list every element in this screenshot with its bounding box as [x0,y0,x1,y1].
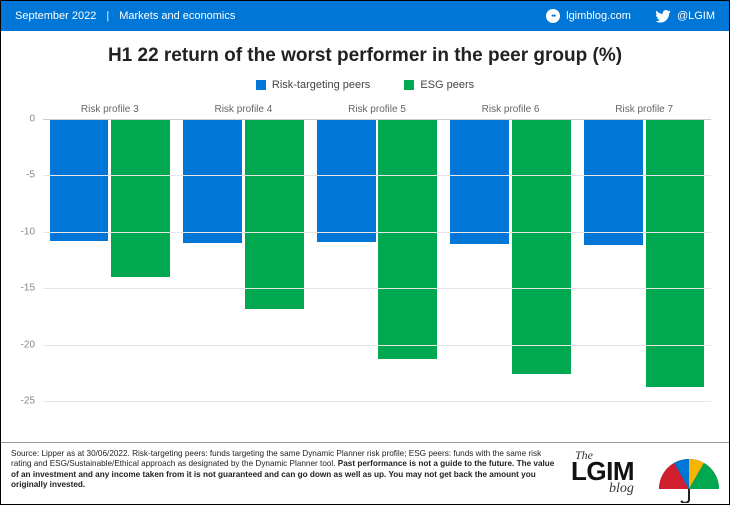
legend-item-1: ESG peers [404,79,474,91]
bar [245,119,304,309]
logo-blog: blog [609,481,634,497]
category-label: Risk profile 4 [177,101,311,119]
y-tick-label: -5 [26,170,43,181]
category-label: Risk profile 6 [444,101,578,119]
grid-line: -10 [43,232,711,233]
topbar-section: Markets and economics [119,10,235,22]
category-label: Risk profile 5 [310,101,444,119]
category-label: Risk profile 3 [43,101,177,119]
topbar-site-label: lgimblog.com [566,10,631,22]
y-tick-label: -20 [21,339,43,350]
bar [378,119,437,359]
bar [584,119,643,245]
y-tick-label: -10 [21,226,43,237]
umbrella-icon [657,449,721,503]
y-tick-label: -25 [21,396,43,407]
bar [450,119,509,244]
footer-text: Source: Lipper as at 30/06/2022. Risk-ta… [11,449,561,490]
bars-layer [43,119,711,401]
bar [512,119,571,374]
topbar-twitter-handle: @LGIM [677,10,715,22]
bar-group [444,119,578,401]
lgim-logo: The LGIM blog [569,449,719,501]
top-bar: September 2022 | Markets and economics l… [1,1,729,31]
grid-line: -5 [43,175,711,176]
chart-area: Risk profile 3Risk profile 4Risk profile… [43,101,711,401]
chart-title: H1 22 return of the worst performer in t… [1,31,729,73]
footer: Source: Lipper as at 30/06/2022. Risk-ta… [1,442,729,504]
grid-line: -20 [43,345,711,346]
bar [317,119,376,242]
globe-icon [546,9,560,23]
grid-line: 0 [43,119,711,120]
legend-label-1: ESG peers [420,79,474,91]
y-tick-label: -15 [21,283,43,294]
twitter-icon [655,10,671,23]
chart-legend: Risk-targeting peers ESG peers [1,73,729,101]
grid-line: -15 [43,288,711,289]
category-label: Risk profile 7 [577,101,711,119]
topbar-date: September 2022 [15,10,96,22]
grid-line: -25 [43,401,711,402]
topbar-site: lgimblog.com [546,9,631,23]
topbar-twitter: @LGIM [655,10,715,23]
figure-frame: September 2022 | Markets and economics l… [0,0,730,505]
topbar-separator: | [106,10,109,22]
y-tick-label: 0 [29,114,43,125]
bar-group [177,119,311,401]
bar [183,119,242,243]
legend-swatch-0 [256,80,266,90]
bar [111,119,170,277]
plot-area: 0 -5 -10 -15 -20 -25 [43,119,711,401]
legend-swatch-1 [404,80,414,90]
bar-group [577,119,711,401]
legend-item-0: Risk-targeting peers [256,79,370,91]
legend-label-0: Risk-targeting peers [272,79,370,91]
bar-group [310,119,444,401]
category-labels: Risk profile 3Risk profile 4Risk profile… [43,101,711,119]
bar [646,119,705,387]
bar-group [43,119,177,401]
bar [50,119,109,241]
